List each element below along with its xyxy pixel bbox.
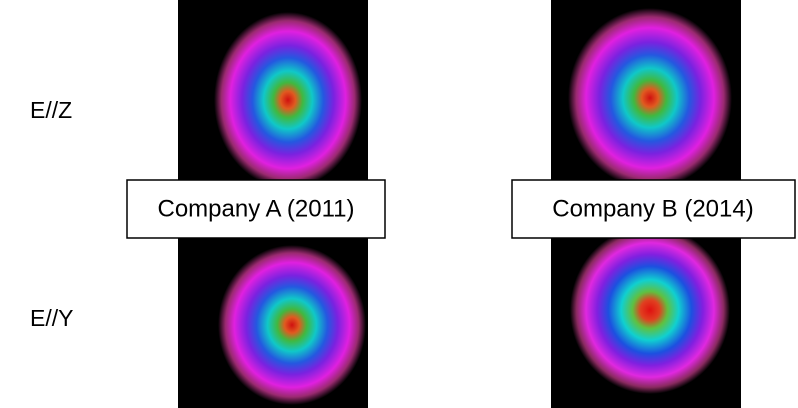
column-label: Company A (2011) [157, 195, 354, 222]
beam-profile [214, 12, 362, 188]
label-box [511, 179, 796, 239]
beam-profile [218, 245, 366, 405]
row-label: E//Y [30, 305, 73, 331]
beam-profile [570, 226, 730, 394]
column-label: Company B (2014) [552, 195, 753, 222]
row-label: E//Z [30, 97, 72, 123]
beam-profile [568, 8, 732, 188]
label-box [126, 179, 386, 239]
